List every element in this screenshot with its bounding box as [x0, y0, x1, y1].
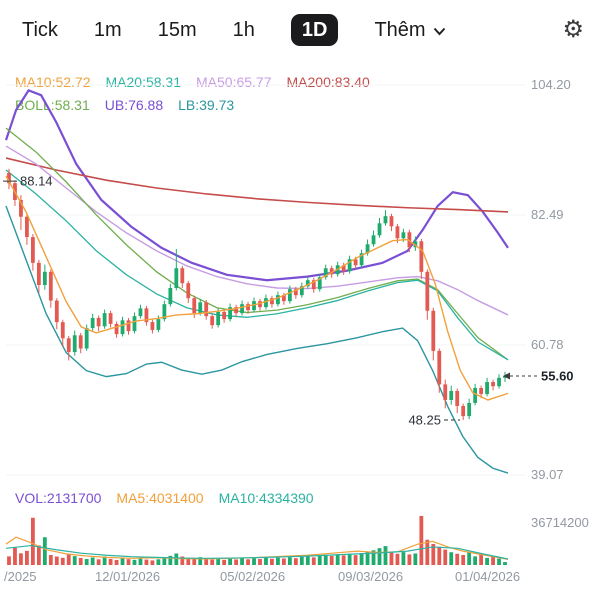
svg-text:01/04/2026: 01/04/2026 [455, 569, 520, 584]
volume-legend: VOL:2131700 MA5:4031400 MA10:4334390 [15, 490, 314, 506]
indicator-legend-row1: MA10:52.72 MA20:58.31 MA50:65.77 MA200:8… [15, 74, 370, 90]
timeframe-toolbar: Tick 1m 15m 1h 1D Thêm ⚙ [22, 14, 584, 46]
axis-labels: 104.20 82.49 60.78 39.07 36714200/2025 12/01/… [4, 77, 589, 584]
svg-text:88.14: 88.14 [20, 174, 53, 189]
legend-ma50: MA50:65.77 [196, 74, 272, 90]
svg-text:60.78: 60.78 [531, 337, 564, 352]
legend-ub: UB:76.88 [104, 97, 164, 113]
svg-text:104.20: 104.20 [531, 77, 571, 92]
candles-layer [7, 168, 507, 421]
svg-text:05/02/2026: 05/02/2026 [220, 569, 285, 584]
tab-1m[interactable]: 1m [93, 19, 122, 41]
tab-15m[interactable]: 15m [157, 19, 197, 41]
legend-vol: VOL:2131700 [15, 490, 102, 506]
svg-text:82.49: 82.49 [531, 207, 564, 222]
more-timeframes-label: Thêm [374, 18, 426, 41]
legend-ma10: MA10:52.72 [15, 74, 91, 90]
chevron-down-icon [433, 19, 446, 42]
tab-tick[interactable]: Tick [22, 19, 58, 41]
ma10-line [5, 175, 509, 401]
legend-vol-ma10: MA10:4334390 [218, 490, 314, 506]
svg-text:36714200: 36714200 [531, 515, 589, 530]
svg-text:/2025: /2025 [4, 569, 37, 584]
more-timeframes-button[interactable]: Thêm [374, 19, 445, 42]
volume-layer [5, 515, 509, 565]
current-price-marker: 55.60 [503, 369, 574, 384]
legend-lb: LB:39.73 [178, 97, 235, 113]
tab-1d-active[interactable]: 1D [290, 14, 339, 46]
settings-gear-icon[interactable]: ⚙ [562, 16, 584, 43]
svg-text:09/03/2026: 09/03/2026 [338, 569, 403, 584]
legend-ma20: MA20:58.31 [105, 74, 182, 90]
indicator-legend-row2: BOLL:58.31 UB:76.88 LB:39.73 [15, 97, 234, 113]
gridlines [6, 84, 526, 476]
svg-text:48.25: 48.25 [408, 413, 441, 428]
price-annotations: 88.14 48.25 [3, 174, 460, 428]
legend-vol-ma5: MA5:4031400 [116, 490, 204, 506]
svg-text:39.07: 39.07 [531, 467, 564, 482]
svg-text:12/01/2026: 12/01/2026 [95, 569, 160, 584]
svg-text:55.60: 55.60 [541, 369, 574, 384]
tab-1h[interactable]: 1h [232, 19, 255, 41]
legend-boll: BOLL:58.31 [15, 97, 90, 113]
legend-ma200: MA200:83.40 [286, 74, 370, 90]
